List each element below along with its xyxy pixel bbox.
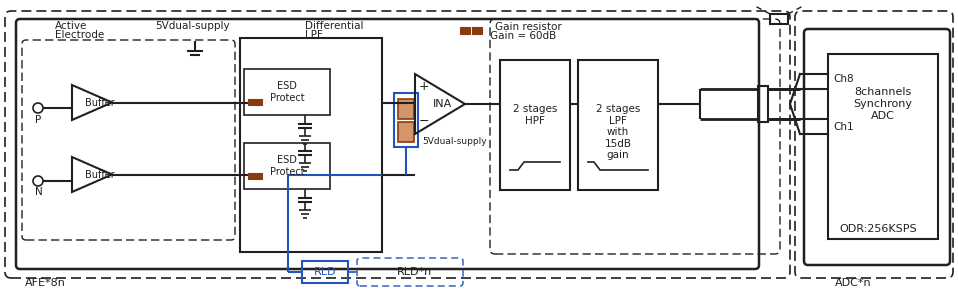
- Text: Electrode: Electrode: [55, 30, 104, 40]
- Text: ADC*n: ADC*n: [834, 278, 872, 288]
- Text: 8channels
Synchrony
ADC: 8channels Synchrony ADC: [854, 87, 913, 121]
- Text: 5Vdual-supply: 5Vdual-supply: [422, 138, 488, 147]
- Text: Ch1: Ch1: [833, 122, 854, 132]
- Bar: [302, 261, 348, 283]
- Text: 5Vdual-supply: 5Vdual-supply: [155, 21, 230, 31]
- Bar: [244, 143, 330, 189]
- Bar: [398, 99, 414, 119]
- Text: RLD: RLD: [314, 267, 336, 277]
- Bar: [758, 86, 768, 122]
- Text: 2 stages
HPF: 2 stages HPF: [513, 104, 558, 126]
- Bar: [394, 93, 418, 147]
- Text: Differential: Differential: [305, 21, 363, 31]
- Text: ESD
Protect: ESD Protect: [270, 155, 305, 177]
- Text: Buffer: Buffer: [85, 170, 115, 180]
- Text: Ch8: Ch8: [833, 74, 854, 84]
- Bar: [248, 173, 262, 179]
- Bar: [460, 27, 470, 34]
- Bar: [578, 60, 658, 190]
- Bar: [500, 60, 570, 190]
- Text: +: +: [419, 79, 429, 92]
- Text: Buffer: Buffer: [85, 98, 115, 108]
- Text: ESD
Protect: ESD Protect: [270, 81, 305, 103]
- Text: Active: Active: [55, 21, 87, 31]
- Text: AFE*8n: AFE*8n: [25, 278, 66, 288]
- Text: LPF: LPF: [305, 30, 323, 40]
- Text: Gain = 60dB: Gain = 60dB: [490, 31, 557, 41]
- Bar: [472, 27, 482, 34]
- Text: N: N: [35, 187, 43, 197]
- Text: INA: INA: [433, 99, 452, 109]
- Text: ODR:256KSPS: ODR:256KSPS: [839, 224, 917, 234]
- Text: 2 stages
LPF
with
15dB
gain: 2 stages LPF with 15dB gain: [596, 104, 640, 160]
- Bar: [828, 54, 938, 239]
- Text: RLD*n: RLD*n: [398, 267, 433, 277]
- Bar: [398, 122, 414, 142]
- Bar: [248, 99, 262, 105]
- Bar: [770, 14, 788, 24]
- Text: Gain resistor: Gain resistor: [495, 22, 561, 32]
- Text: −: −: [419, 114, 429, 127]
- Text: P: P: [35, 115, 41, 125]
- Bar: [244, 69, 330, 115]
- Bar: [240, 38, 382, 252]
